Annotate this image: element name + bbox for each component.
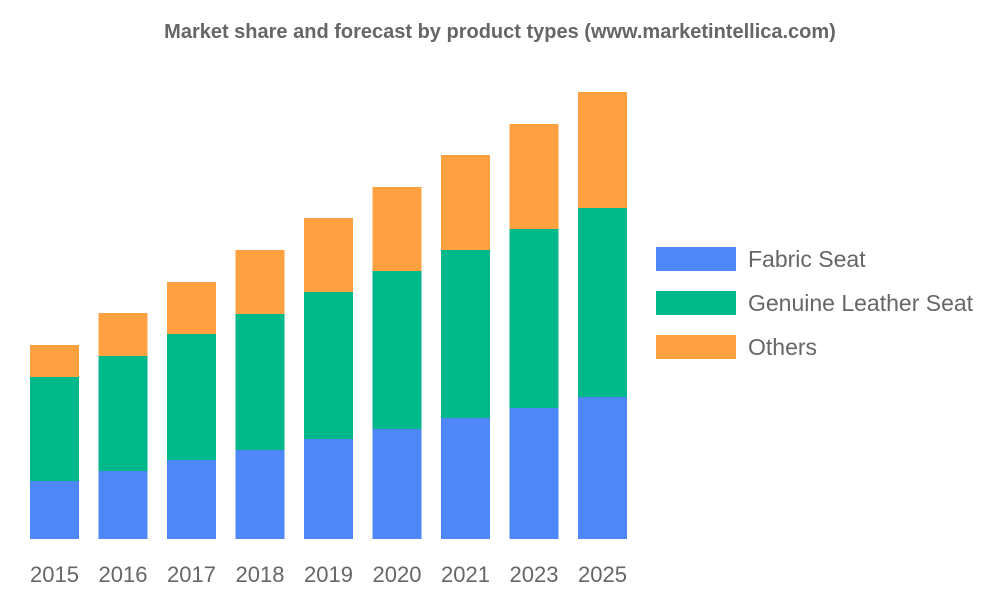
- x-tick-label: 2025: [578, 562, 627, 587]
- bar-fabric-seat-2021: [441, 418, 490, 539]
- bar-others-2018: [235, 250, 285, 314]
- bar-others-2023: [509, 124, 559, 229]
- bar-genuine-leather-seat-2023: [509, 229, 559, 408]
- bar-others-2017: [167, 282, 216, 334]
- chart-title: Market share and forecast by product typ…: [164, 21, 836, 43]
- bar-genuine-leather-seat-2020: [372, 271, 422, 429]
- bar-others-2025: [578, 92, 627, 208]
- bar-genuine-leather-seat-2017: [167, 334, 216, 460]
- bar-others-2015: [30, 345, 79, 377]
- x-tick-label: 2015: [30, 562, 79, 587]
- bar-fabric-seat-2015: [30, 481, 79, 539]
- bar-genuine-leather-seat-2016: [98, 356, 148, 471]
- bar-fabric-seat-2020: [372, 429, 422, 539]
- legend-label: Fabric Seat: [748, 246, 866, 272]
- bar-fabric-seat-2016: [98, 471, 148, 539]
- bar-fabric-seat-2017: [167, 460, 216, 539]
- legend-label: Others: [748, 334, 817, 360]
- x-tick-label: 2023: [510, 562, 559, 587]
- bar-others-2020: [372, 187, 422, 271]
- x-tick-label: 2018: [236, 562, 285, 587]
- bar-fabric-seat-2023: [509, 408, 559, 539]
- bar-genuine-leather-seat-2021: [441, 250, 490, 418]
- x-tick-label: 2021: [441, 562, 490, 587]
- x-tick-label: 2019: [304, 562, 353, 587]
- legend-label: Genuine Leather Seat: [748, 290, 974, 316]
- x-tick-label: 2017: [167, 562, 216, 587]
- bar-fabric-seat-2019: [304, 439, 353, 539]
- bar-fabric-seat-2018: [235, 450, 285, 539]
- bar-fabric-seat-2025: [578, 397, 627, 539]
- legend-swatch: [656, 291, 736, 315]
- legend-swatch: [656, 335, 736, 359]
- bar-others-2019: [304, 218, 353, 292]
- bar-genuine-leather-seat-2019: [304, 292, 353, 439]
- x-tick-label: 2016: [99, 562, 148, 587]
- bar-others-2016: [98, 313, 148, 356]
- legend-swatch: [656, 247, 736, 271]
- bar-genuine-leather-seat-2015: [30, 377, 79, 481]
- bar-genuine-leather-seat-2025: [578, 208, 627, 397]
- bar-others-2021: [441, 155, 490, 250]
- x-tick-label: 2020: [373, 562, 422, 587]
- bar-genuine-leather-seat-2018: [235, 314, 285, 450]
